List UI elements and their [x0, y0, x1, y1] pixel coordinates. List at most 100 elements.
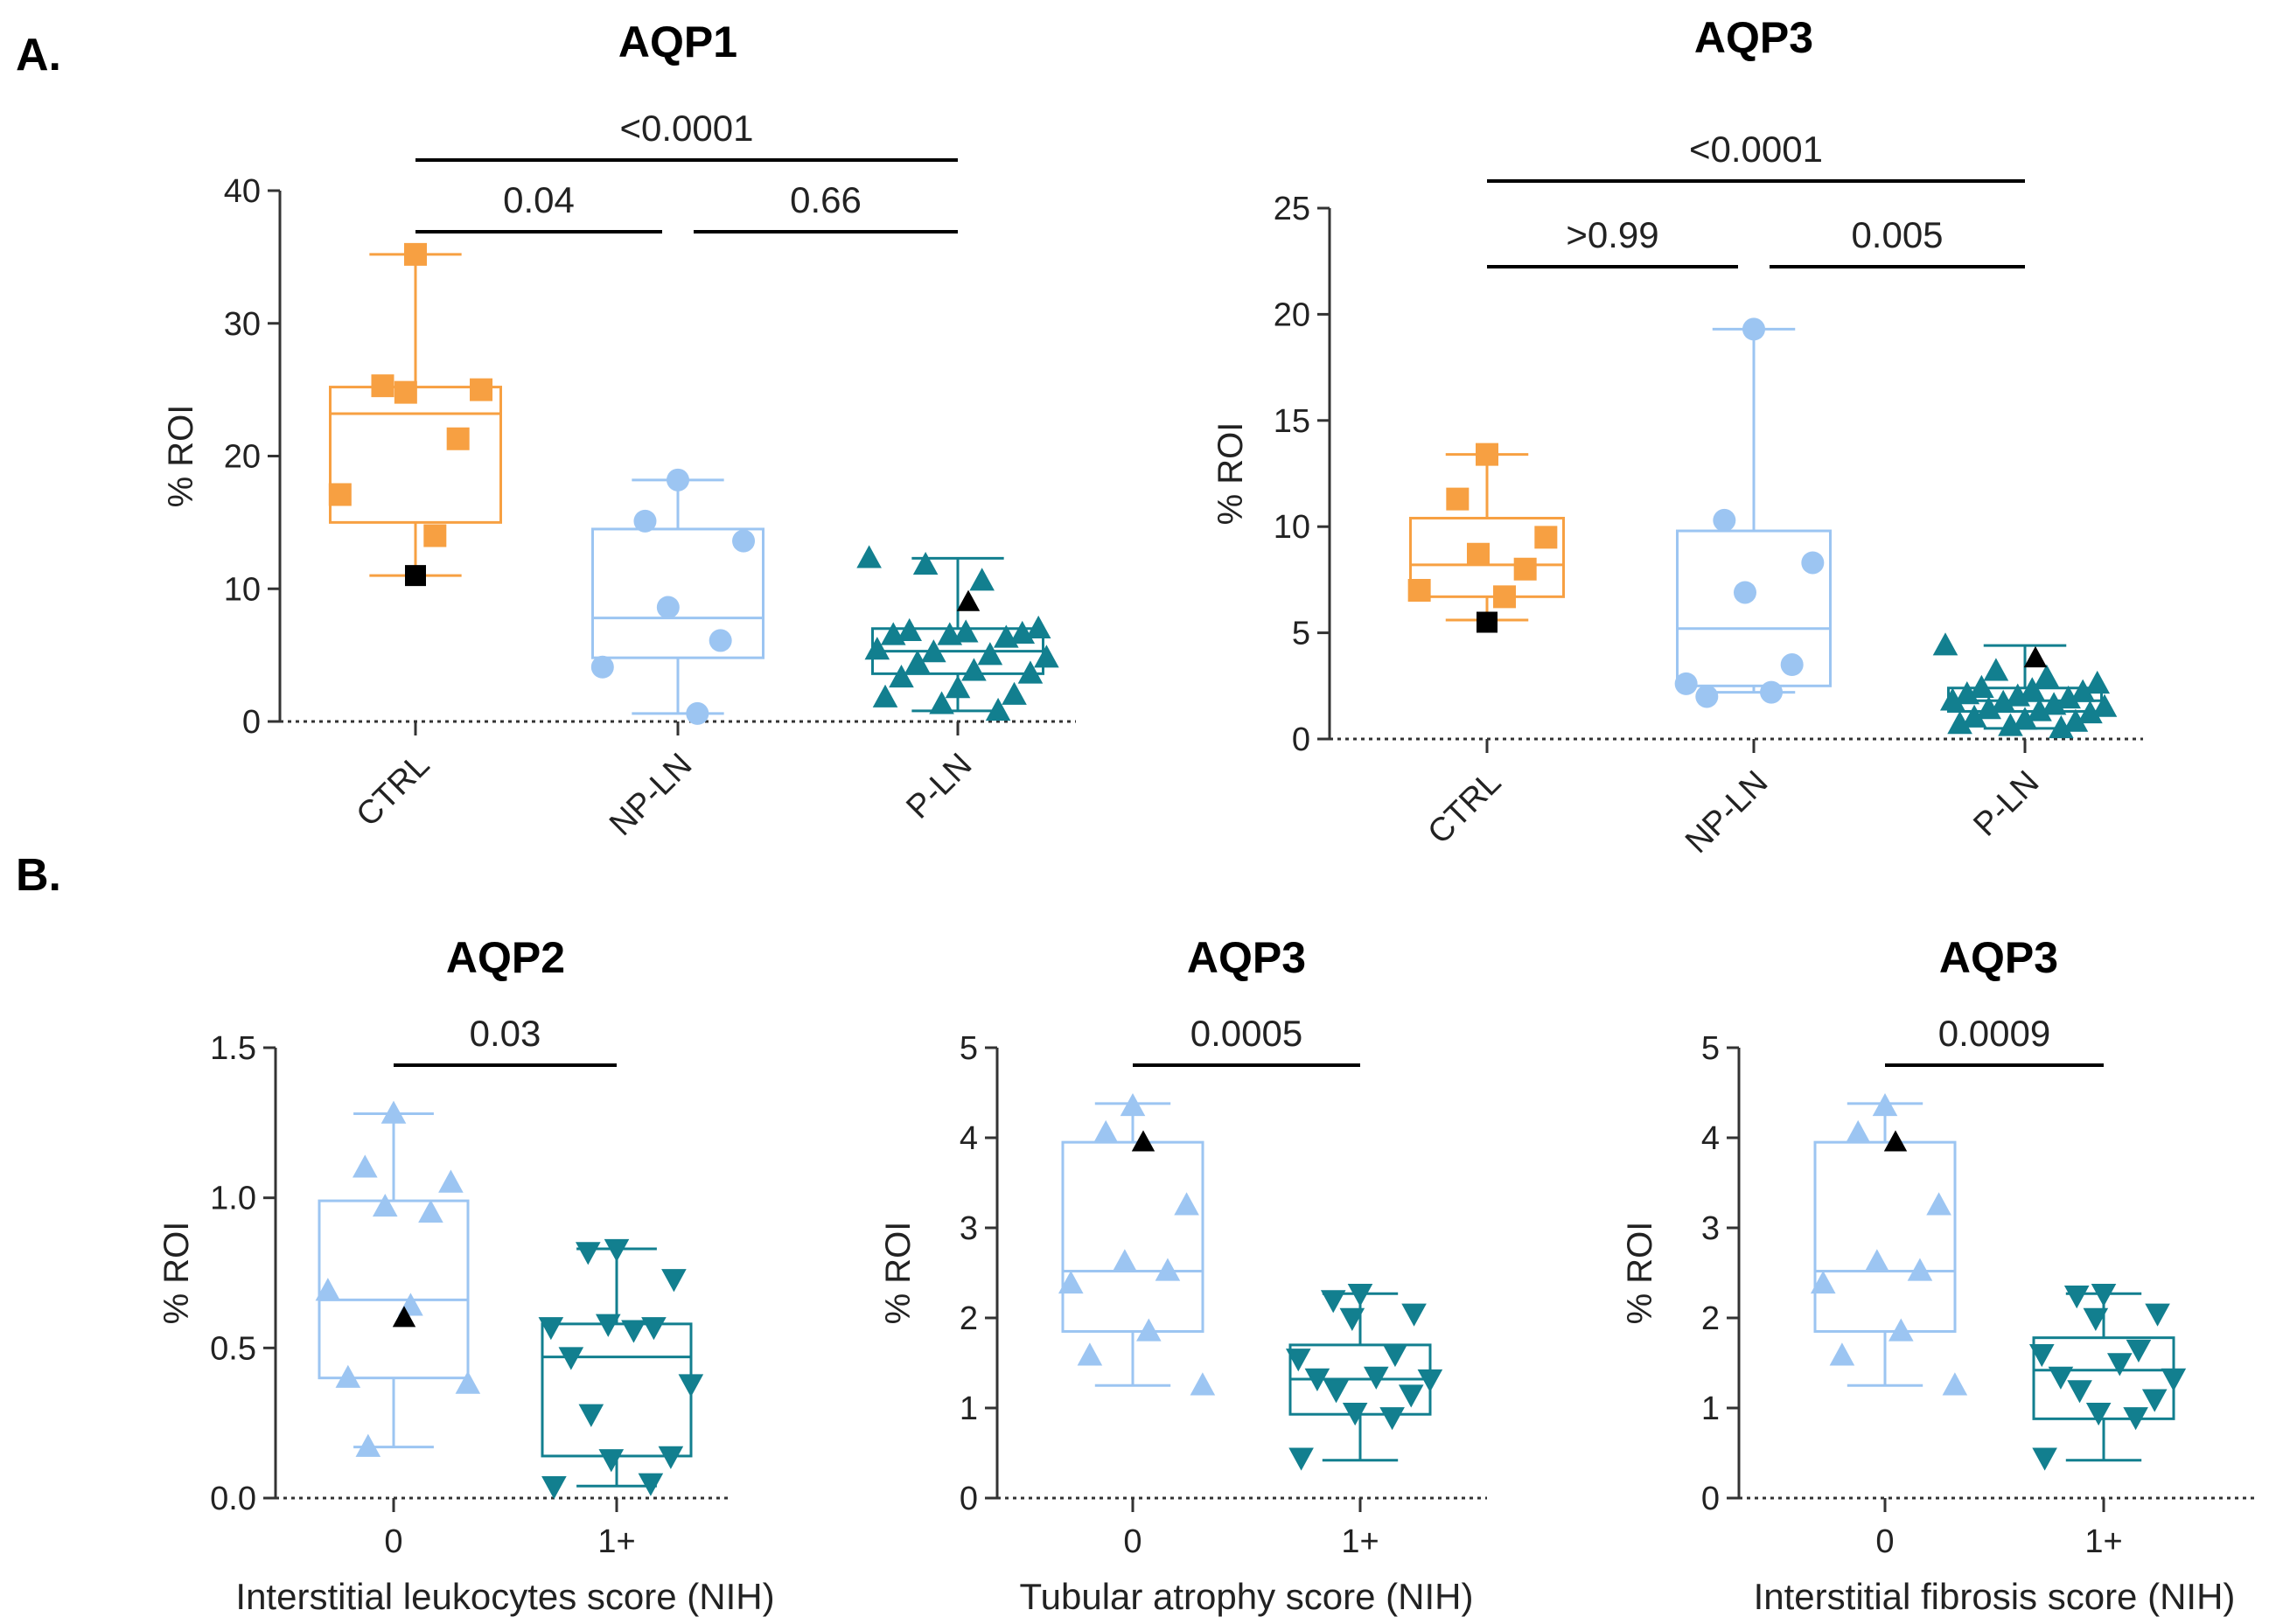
- y-axis-label: % ROI: [1211, 422, 1250, 526]
- data-point: [575, 1242, 601, 1265]
- data-point: [912, 551, 939, 575]
- data-point: [2107, 1353, 2133, 1377]
- data-point: [1810, 1270, 1836, 1294]
- x-tick-label: 0: [384, 1523, 402, 1560]
- data-point: [1401, 1303, 1427, 1327]
- data-point: [418, 1199, 443, 1223]
- box-iqr: [541, 1322, 693, 1458]
- panel-label-a: A.: [16, 30, 61, 80]
- data-point: [2019, 677, 2045, 700]
- chart-aqp3-atrophy: AQP3 0 1 2 3 4 5 % ROI 0 1+ Tubular atrophy score …: [879, 933, 1487, 1617]
- data-point: [455, 1370, 481, 1394]
- y-tick-label: 0: [242, 704, 261, 741]
- data-point: [1926, 1192, 1951, 1216]
- data-point: [641, 1317, 667, 1341]
- x-tick-label: CTRL: [349, 747, 436, 834]
- data-point: [1829, 1342, 1855, 1366]
- data-point: [937, 622, 963, 645]
- data-point: [541, 1476, 567, 1500]
- data-point: [2123, 1407, 2148, 1431]
- data-point: [2012, 707, 2038, 730]
- data-point: [2161, 1368, 2187, 1391]
- data-point: [371, 374, 394, 398]
- highlight-point: [1477, 611, 1498, 633]
- box-iqr: [1813, 1140, 1957, 1333]
- data-point: [969, 568, 995, 591]
- chart-title: AQP2: [446, 933, 565, 982]
- data-point: [1398, 1384, 1424, 1408]
- data-point: [2032, 1447, 2057, 1471]
- y-tick-label: 1.5: [210, 1030, 256, 1067]
- data-point: [667, 468, 689, 491]
- data-point: [2027, 698, 2052, 721]
- data-point: [470, 378, 493, 401]
- box-iqr: [329, 386, 502, 524]
- y-tick-label: 25: [1274, 191, 1310, 227]
- data-point: [2091, 694, 2118, 717]
- data-point: [2063, 708, 2089, 732]
- data-point: [315, 1278, 341, 1301]
- data-point: [2070, 679, 2096, 702]
- data-point: [1190, 1372, 1216, 1396]
- data-point: [1760, 680, 1784, 704]
- data-point: [656, 596, 680, 619]
- data-point: [1695, 685, 1719, 708]
- data-point: [1120, 1093, 1146, 1117]
- data-point: [380, 1100, 407, 1124]
- data-point: [732, 529, 756, 553]
- y-tick-label: 4: [1701, 1120, 1720, 1157]
- panel-label-b: B.: [16, 850, 61, 901]
- data-point: [1002, 681, 1027, 705]
- data-point: [1872, 1093, 1898, 1117]
- data-point: [404, 242, 427, 266]
- p-value-label: 0.03: [470, 1013, 541, 1054]
- data-point: [1942, 1372, 1968, 1396]
- data-point: [929, 691, 954, 714]
- data-point: [1947, 711, 1972, 735]
- y-axis-label: % ROI: [879, 1222, 918, 1325]
- data-point: [1939, 687, 1965, 711]
- data-point: [1155, 1258, 1181, 1281]
- x-tick-label: 1+: [597, 1523, 635, 1560]
- data-point: [2091, 1283, 2117, 1307]
- x-axis-label: Interstitial leukocytes score (NIH): [235, 1576, 774, 1617]
- data-point: [578, 1404, 604, 1427]
- data-point: [538, 1317, 564, 1341]
- data-point: [2049, 714, 2074, 739]
- box-iqr: [591, 527, 764, 659]
- data-point: [2067, 1380, 2092, 1404]
- y-tick-label: 20: [224, 439, 261, 476]
- y-tick-label: 5: [960, 1030, 978, 1067]
- data-point: [438, 1169, 464, 1193]
- box-iqr: [1676, 529, 1832, 687]
- x-tick-label: 1+: [2084, 1523, 2122, 1560]
- data-point: [1742, 317, 1765, 341]
- data-point: [2145, 1303, 2170, 1327]
- y-tick-label: 30: [224, 306, 261, 343]
- data-point: [1136, 1318, 1162, 1342]
- data-point: [2085, 1402, 2112, 1426]
- data-point: [355, 1433, 381, 1457]
- data-point: [1112, 1249, 1138, 1272]
- data-point: [604, 1238, 630, 1262]
- x-tick-label: P-LN: [899, 747, 979, 826]
- data-point: [2084, 670, 2111, 694]
- data-point: [1342, 1402, 1368, 1426]
- y-tick-label: 2: [1701, 1300, 1720, 1337]
- data-point: [921, 639, 946, 663]
- p-value-label: 0.0005: [1190, 1013, 1302, 1054]
- data-point: [897, 617, 922, 642]
- y-axis-label: % ROI: [1621, 1222, 1659, 1325]
- y-tick-label: 1: [960, 1391, 978, 1427]
- data-point: [2083, 1307, 2109, 1331]
- data-point: [1466, 542, 1490, 566]
- y-tick-label: 0: [1701, 1481, 1720, 1517]
- data-point: [335, 1364, 361, 1388]
- data-point: [621, 1320, 646, 1343]
- highlight-point: [1883, 1130, 1908, 1152]
- x-tick-label: CTRL: [1421, 764, 1508, 852]
- data-point: [1907, 1258, 1933, 1281]
- data-point: [423, 524, 447, 547]
- data-point: [1285, 1349, 1311, 1372]
